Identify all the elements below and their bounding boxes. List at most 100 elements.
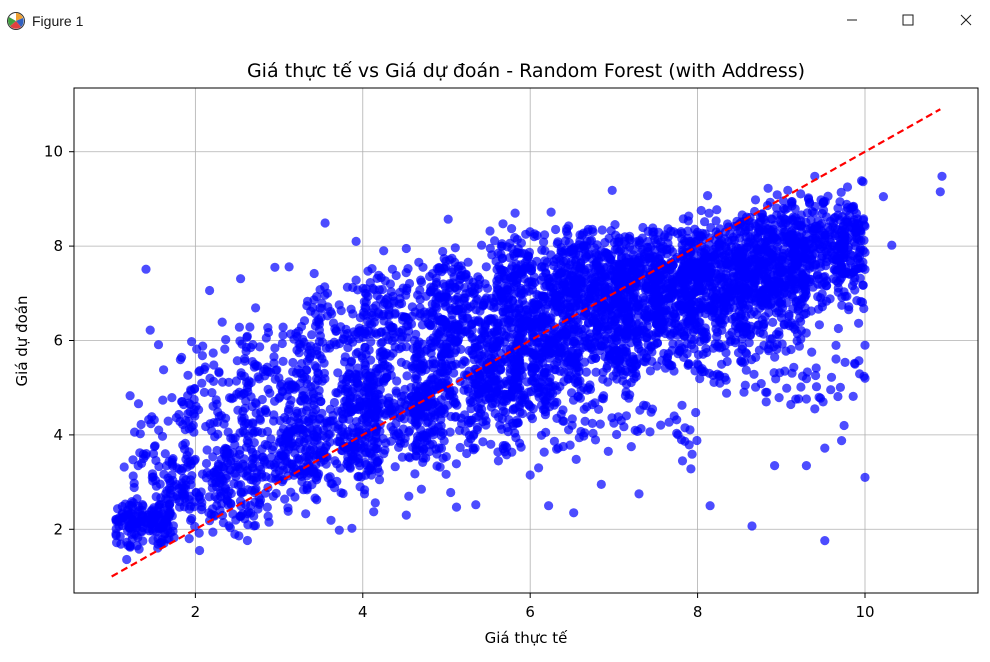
scatter-point <box>221 335 231 345</box>
scatter-point <box>499 390 509 400</box>
scatter-point <box>469 429 479 439</box>
scatter-point <box>529 229 540 239</box>
close-icon <box>960 14 972 26</box>
scatter-point <box>467 333 477 343</box>
scatter-point <box>546 381 556 391</box>
scatter-point <box>325 343 335 353</box>
scatter-point <box>411 353 421 363</box>
scatter-point <box>581 340 591 350</box>
scatter-point <box>408 397 419 407</box>
scatter-point <box>450 243 460 253</box>
scatter-point <box>527 337 537 347</box>
scatter-point <box>353 472 363 482</box>
scatter-point <box>177 352 187 362</box>
scatter-point <box>278 330 288 340</box>
scatter-point <box>367 436 377 446</box>
scatter-point <box>559 367 569 377</box>
close-button[interactable] <box>937 0 990 40</box>
scatter-point <box>749 219 759 229</box>
scatter-point <box>700 217 710 227</box>
scatter-point <box>618 376 628 386</box>
scatter-point <box>694 235 704 245</box>
scatter-point <box>598 367 608 377</box>
window-titlebar[interactable]: Figure 1 <box>0 0 990 40</box>
scatter-point <box>217 461 227 472</box>
scatter-point <box>679 330 689 340</box>
scatter-point <box>692 267 702 277</box>
scatter-point <box>491 398 501 408</box>
scatter-point <box>788 322 799 332</box>
scatter-point <box>290 381 300 392</box>
scatter-point <box>825 294 835 304</box>
scatter-point <box>288 357 298 368</box>
scatter-point <box>441 452 451 462</box>
scatter-point <box>772 203 782 213</box>
scatter-point <box>438 246 448 257</box>
maximize-button[interactable] <box>879 0 937 40</box>
scatter-point <box>310 361 320 371</box>
scatter-point <box>388 348 398 358</box>
scatter-point <box>600 287 610 297</box>
scatter-point <box>536 319 546 329</box>
scatter-point <box>536 382 546 392</box>
scatter-point <box>852 296 862 306</box>
scatter-point <box>526 386 536 397</box>
scatter-point <box>411 451 421 461</box>
scatter-point <box>493 318 503 328</box>
scatter-point <box>581 367 592 377</box>
scatter-point <box>233 405 243 415</box>
scatter-point <box>137 527 147 537</box>
scatter-point <box>538 292 548 302</box>
scatter-point <box>728 271 738 281</box>
scatter-point <box>754 245 764 255</box>
scatter-point <box>361 303 371 313</box>
scatter-point <box>712 205 722 215</box>
scatter-point <box>262 362 272 372</box>
scatter-point <box>199 364 209 375</box>
scatter-point <box>321 459 331 469</box>
scatter-point <box>436 395 446 405</box>
scatter-point <box>507 224 517 234</box>
scatter-point <box>582 270 592 280</box>
scatter-point <box>507 317 517 327</box>
scatter-point <box>194 528 204 538</box>
scatter-point <box>363 266 373 276</box>
scatter-point <box>715 343 725 353</box>
minimize-button[interactable] <box>823 0 881 40</box>
scatter-point <box>351 417 361 427</box>
scatter-point <box>248 447 258 458</box>
scatter-point <box>485 243 495 253</box>
scatter-point <box>651 289 661 299</box>
scatter-point <box>673 349 683 359</box>
scatter-point <box>575 243 585 253</box>
scatter-point <box>239 371 250 382</box>
scatter-point <box>681 261 691 271</box>
scatter-point <box>466 404 476 414</box>
scatter-point <box>689 344 699 354</box>
scatter-point <box>524 400 534 410</box>
scatter-point <box>575 275 585 285</box>
scatter-point <box>408 343 418 354</box>
scatter-point <box>268 491 278 501</box>
scatter-point <box>346 407 356 417</box>
scatter-point <box>211 395 221 405</box>
scatter-point <box>266 434 276 444</box>
scatter-point <box>464 275 474 285</box>
scatter-point <box>415 303 425 313</box>
scatter-point <box>561 263 571 273</box>
scatter-point <box>540 282 550 292</box>
scatter-point <box>402 400 412 410</box>
scatter-point <box>716 318 726 328</box>
scatter-point <box>157 535 167 545</box>
scatter-point <box>186 479 196 490</box>
scatter-point <box>582 236 592 246</box>
scatter-point <box>750 275 760 285</box>
scatter-point <box>354 458 364 468</box>
scatter-point <box>270 462 280 472</box>
scatter-point <box>591 367 601 377</box>
scatter-point <box>858 280 868 290</box>
scatter-point <box>685 251 695 261</box>
scatter-point <box>599 262 609 272</box>
scatter-point <box>370 328 380 338</box>
